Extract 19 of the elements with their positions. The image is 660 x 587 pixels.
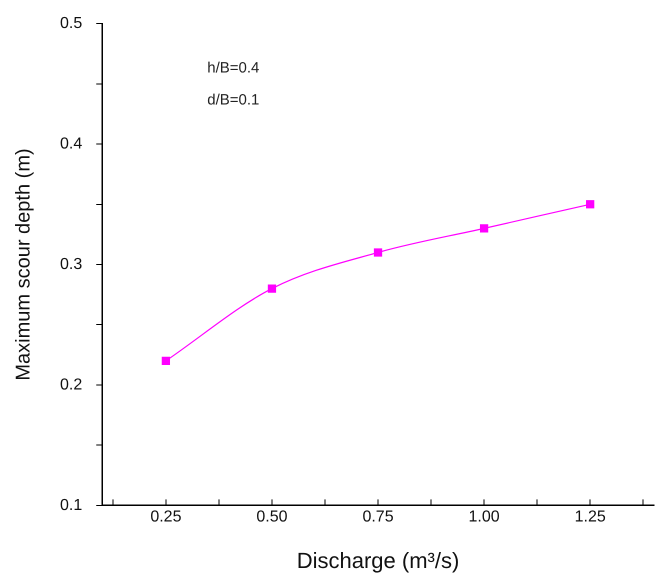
- point: [268, 284, 276, 293]
- x-tick-label: 0.75: [362, 508, 394, 526]
- point: [586, 200, 594, 208]
- y-tick-label: 0.2: [60, 376, 82, 394]
- y-tick-label: 0.4: [60, 135, 82, 152]
- y-axis-title: Maximum scour depth (m): [12, 148, 35, 381]
- y-tick-label: 0.5: [60, 15, 82, 32]
- x-tick-label: 1.00: [468, 508, 500, 526]
- x-axis-title: Discharge (m³/s): [296, 548, 460, 573]
- point: [162, 356, 170, 365]
- point: [374, 248, 382, 257]
- point: [480, 224, 488, 232]
- y-tick-label: 0.3: [60, 256, 82, 273]
- y-tick-label: 0.1: [60, 496, 82, 514]
- annotation: d/B=0.1: [207, 92, 260, 109]
- x-tick-label: 0.25: [150, 508, 182, 526]
- annotation: h/B=0.4: [207, 60, 260, 77]
- x-tick-label: 0.50: [256, 508, 288, 526]
- x-tick-label: 1.25: [574, 508, 606, 526]
